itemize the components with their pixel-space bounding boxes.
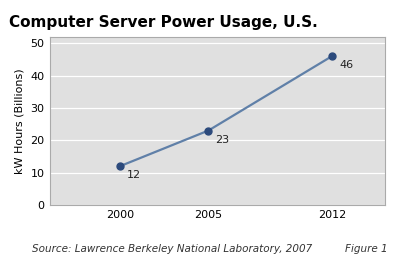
Text: 46: 46 <box>339 60 353 70</box>
Text: Source: Lawrence Berkeley National Laboratory, 2007: Source: Lawrence Berkeley National Labor… <box>32 244 312 254</box>
Text: Computer Server Power Usage, U.S.: Computer Server Power Usage, U.S. <box>9 15 318 30</box>
Text: Figure 1: Figure 1 <box>345 244 388 254</box>
Text: 23: 23 <box>215 135 230 145</box>
Y-axis label: kW Hours (Billions): kW Hours (Billions) <box>15 68 25 174</box>
Text: 12: 12 <box>127 170 141 180</box>
